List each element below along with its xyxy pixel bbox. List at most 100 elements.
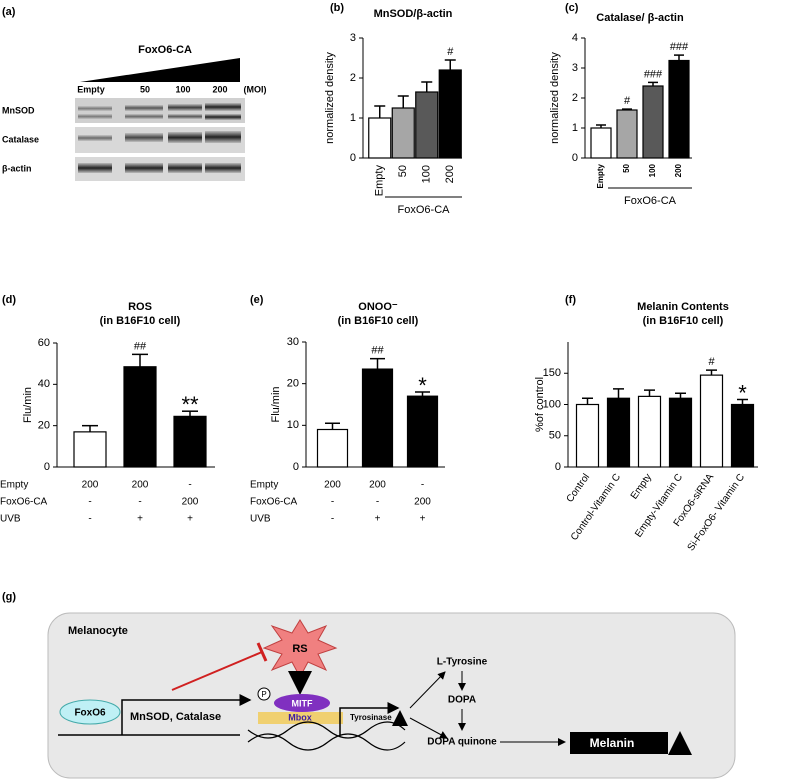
- targets-label: MnSOD, Catalase: [130, 711, 221, 723]
- bar: [361, 368, 394, 468]
- row-label: Catalase: [2, 134, 39, 144]
- mitf-node: [274, 694, 330, 712]
- panel-label: (f): [565, 294, 576, 306]
- bar: [438, 69, 462, 159]
- condition-name: UVB: [0, 514, 21, 525]
- condition-value: +: [375, 514, 381, 525]
- y-tick-label: 0: [555, 461, 561, 473]
- inhibition: [171, 651, 263, 691]
- y-tick-label: 40: [38, 378, 50, 390]
- panel-label: (d): [2, 294, 16, 306]
- x-tick-label: 200: [444, 165, 456, 183]
- y-tick-label: 20: [287, 378, 299, 390]
- dose-wedge: [80, 58, 240, 82]
- y-axis-label: Flu/min: [270, 386, 282, 422]
- cell-label: Melanocyte: [68, 625, 128, 637]
- y-tick-label: 50: [549, 430, 561, 442]
- cell-box: [47, 612, 736, 779]
- x-tick-label: Empty: [629, 472, 654, 502]
- promoter-arrow: [121, 694, 252, 735]
- y-tick-label: 10: [287, 419, 299, 431]
- annotation: ##: [134, 340, 147, 352]
- y-tick-label: 1: [350, 112, 356, 124]
- melanin-label: Melanin: [590, 736, 635, 750]
- unit-label: (MOI): [244, 84, 267, 94]
- panel-label: (g): [2, 591, 16, 603]
- x-tick-label: Control: [565, 472, 593, 505]
- annotation: ###: [644, 68, 663, 80]
- mbox-rect: [258, 712, 343, 724]
- arrow: [409, 717, 448, 739]
- annotation: #: [447, 46, 454, 58]
- blot-panel: (a) FoxO6-CA Empty 50 100 200 (MOI) MnSO…: [2, 6, 267, 181]
- condition-name: UVB: [250, 514, 271, 525]
- y-tick-label: 4: [572, 32, 578, 44]
- dopa-quinone-label: DOPA quinone: [427, 737, 497, 748]
- x-tick-label: 100: [421, 165, 433, 183]
- lane-label: 50: [140, 84, 150, 94]
- condition-value: 200: [182, 497, 199, 508]
- y-tick-label: 3: [572, 62, 578, 74]
- bar: [642, 85, 664, 159]
- diagram: (g) Melanocyte RS FoxO6 MnSOD, Catalase …: [2, 591, 736, 779]
- annotation: *: [738, 380, 747, 405]
- tyrosinase-arrow: [339, 702, 400, 735]
- y-tick-label: 0: [572, 152, 578, 164]
- inhibition-bar: [256, 642, 268, 662]
- row-label: β-actin: [2, 163, 32, 173]
- panel-label: (a): [2, 6, 16, 18]
- condition-value: +: [137, 514, 143, 525]
- condition-value: 200: [369, 480, 386, 491]
- condition-value: -: [376, 497, 379, 508]
- condition-name: FoxO6-CA: [0, 497, 48, 508]
- y-tick-label: 0: [293, 461, 299, 473]
- melanin-box: [570, 732, 668, 754]
- chart-title: Catalase/ β-actin: [596, 12, 684, 24]
- rs-label: RS: [292, 643, 307, 655]
- annotation: #: [624, 95, 631, 107]
- bar: [173, 415, 207, 468]
- annotation: ##: [371, 345, 384, 357]
- l-tyrosine-label: L-Tyrosine: [437, 657, 488, 668]
- annotation: #: [708, 356, 715, 368]
- panel-label: (b): [330, 2, 344, 14]
- y-tick-label: 100: [543, 398, 561, 410]
- x-tick-label: 50: [397, 165, 409, 177]
- bar: [616, 109, 638, 159]
- bar: [368, 117, 392, 159]
- chart-subtitle: (in B16F10 cell): [338, 315, 419, 327]
- condition-name: Empty: [250, 480, 278, 491]
- y-tick-label: 0: [350, 152, 356, 164]
- x-tick-label: Si-FoxO6- Vitamin C: [686, 472, 748, 553]
- y-tick-label: 1: [572, 122, 578, 134]
- lane-label: Empty: [77, 84, 105, 94]
- condition-value: -: [331, 514, 334, 525]
- x-tick-label: Empty: [596, 163, 605, 188]
- y-axis-label: Flu/min: [22, 387, 34, 423]
- mbox-label: Mbox: [288, 712, 312, 722]
- condition-value: +: [187, 514, 193, 525]
- y-tick-label: 60: [38, 337, 50, 349]
- panel-label: (e): [250, 294, 264, 306]
- arrow: [409, 671, 446, 709]
- bar: [668, 397, 693, 468]
- bar: [637, 395, 662, 468]
- x-tick-label: 50: [622, 163, 631, 172]
- bar: [406, 395, 439, 468]
- chart-subtitle: (in B16F10 cell): [643, 315, 724, 327]
- y-tick-label: 2: [350, 72, 356, 84]
- condition-value: -: [88, 514, 91, 525]
- y-tick-label: 30: [287, 336, 299, 348]
- bar: [668, 59, 690, 159]
- chart-title: MnSOD/β-actin: [374, 8, 453, 20]
- condition-value: 200: [324, 480, 341, 491]
- tyrosinase-label: Tyrosinase: [350, 713, 392, 722]
- bar: [123, 366, 157, 468]
- annotation: *: [418, 373, 427, 398]
- y-tick-label: 20: [38, 420, 50, 432]
- foxo6-label: FoxO6: [74, 708, 106, 719]
- condition-value: -: [331, 497, 334, 508]
- condition-value: -: [421, 480, 424, 491]
- condition-value: 200: [414, 497, 431, 508]
